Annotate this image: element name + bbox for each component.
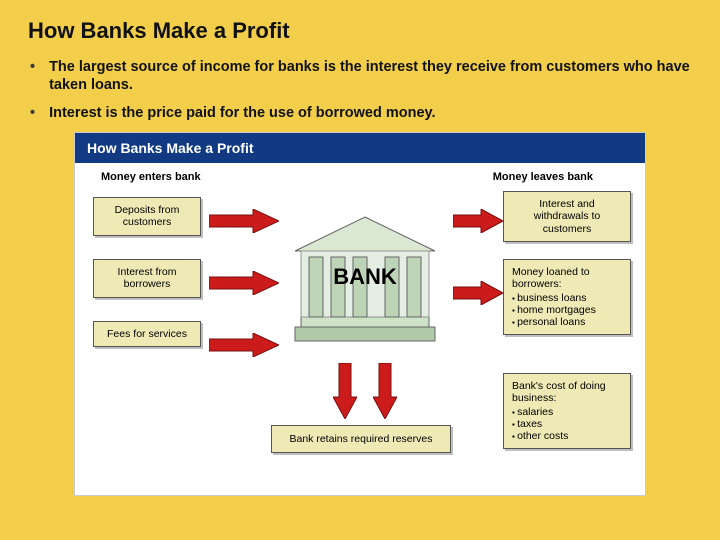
diagram-body: Money enters bank Money leaves bank Depo… bbox=[75, 163, 645, 495]
list-item: personal loans bbox=[512, 316, 622, 328]
bullet-dot: • bbox=[30, 104, 35, 122]
list-item: salaries bbox=[512, 406, 622, 418]
right-box-costs-title: Bank's cost of doing business: bbox=[512, 380, 606, 404]
bullet-text: The largest source of income for banks i… bbox=[49, 58, 692, 94]
bottom-box-reserves: Bank retains required reserves bbox=[271, 425, 451, 453]
diagram-panel: How Banks Make a Profit Money enters ban… bbox=[74, 132, 646, 496]
arrow-down-icon bbox=[373, 363, 397, 419]
left-box-interest: Interest from borrowers bbox=[93, 259, 201, 297]
bullet-text: Interest is the price paid for the use o… bbox=[49, 104, 435, 122]
right-box-loans-list: business loans home mortgages personal l… bbox=[512, 292, 622, 328]
arrow-right-icon bbox=[209, 271, 279, 295]
list-item: business loans bbox=[512, 292, 622, 304]
list-item: taxes bbox=[512, 418, 622, 430]
right-box-withdrawals: Interest and withdrawals to customers bbox=[503, 191, 631, 241]
left-box-fees: Fees for services bbox=[93, 321, 201, 347]
list-item: other costs bbox=[512, 430, 622, 442]
label-money-leaves: Money leaves bank bbox=[493, 171, 593, 183]
bullet-item: • The largest source of income for banks … bbox=[28, 58, 692, 94]
right-box-costs-list: salaries taxes other costs bbox=[512, 406, 622, 442]
arrow-right-icon bbox=[209, 209, 279, 233]
arrow-down-icon bbox=[333, 363, 357, 419]
arrow-right-icon bbox=[453, 209, 503, 233]
right-box-loans: Money loaned to borrowers: business loan… bbox=[503, 259, 631, 334]
bank-graphic: BANK bbox=[285, 197, 445, 357]
arrow-right-icon bbox=[453, 281, 503, 305]
diagram-header: How Banks Make a Profit bbox=[75, 133, 645, 163]
label-money-enters: Money enters bank bbox=[101, 171, 201, 183]
bullet-item: • Interest is the price paid for the use … bbox=[28, 104, 692, 122]
page-title: How Banks Make a Profit bbox=[28, 18, 692, 44]
right-box-loans-title: Money loaned to borrowers: bbox=[512, 266, 590, 290]
bullet-dot: • bbox=[30, 58, 35, 94]
bank-label: BANK bbox=[333, 264, 397, 290]
right-box-costs: Bank's cost of doing business: salaries … bbox=[503, 373, 631, 448]
arrow-right-icon bbox=[209, 333, 279, 357]
bullet-list: • The largest source of income for banks … bbox=[28, 58, 692, 122]
list-item: home mortgages bbox=[512, 304, 622, 316]
left-box-deposits: Deposits from customers bbox=[93, 197, 201, 235]
